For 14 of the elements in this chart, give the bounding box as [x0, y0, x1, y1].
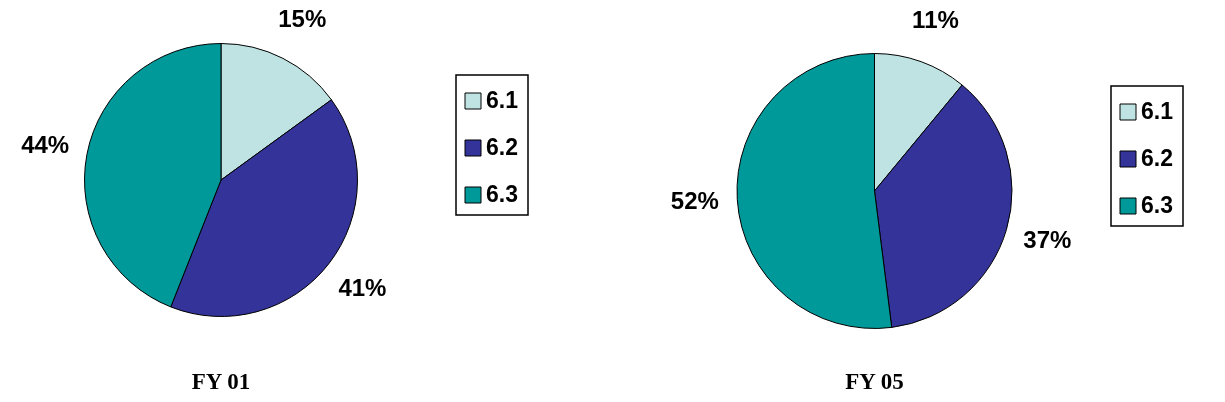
data-label: 52%	[670, 186, 719, 214]
legend-label: 6.1	[1141, 98, 1174, 125]
text: FY 05	[845, 368, 904, 394]
legend-label: 6.3	[486, 181, 518, 208]
data-label: 15%	[278, 5, 327, 33]
data-label: 41%	[338, 274, 387, 302]
legend-label: 6.2	[486, 134, 518, 161]
data-label: 11%	[912, 6, 959, 34]
legend-label: 6.1	[486, 87, 519, 114]
data-label: 37%	[1023, 225, 1072, 253]
data-label: 44%	[21, 131, 70, 159]
legend-label: 6.3	[1141, 192, 1173, 219]
text: FY 01	[191, 368, 251, 394]
legend-label: 6.2	[1141, 145, 1173, 172]
